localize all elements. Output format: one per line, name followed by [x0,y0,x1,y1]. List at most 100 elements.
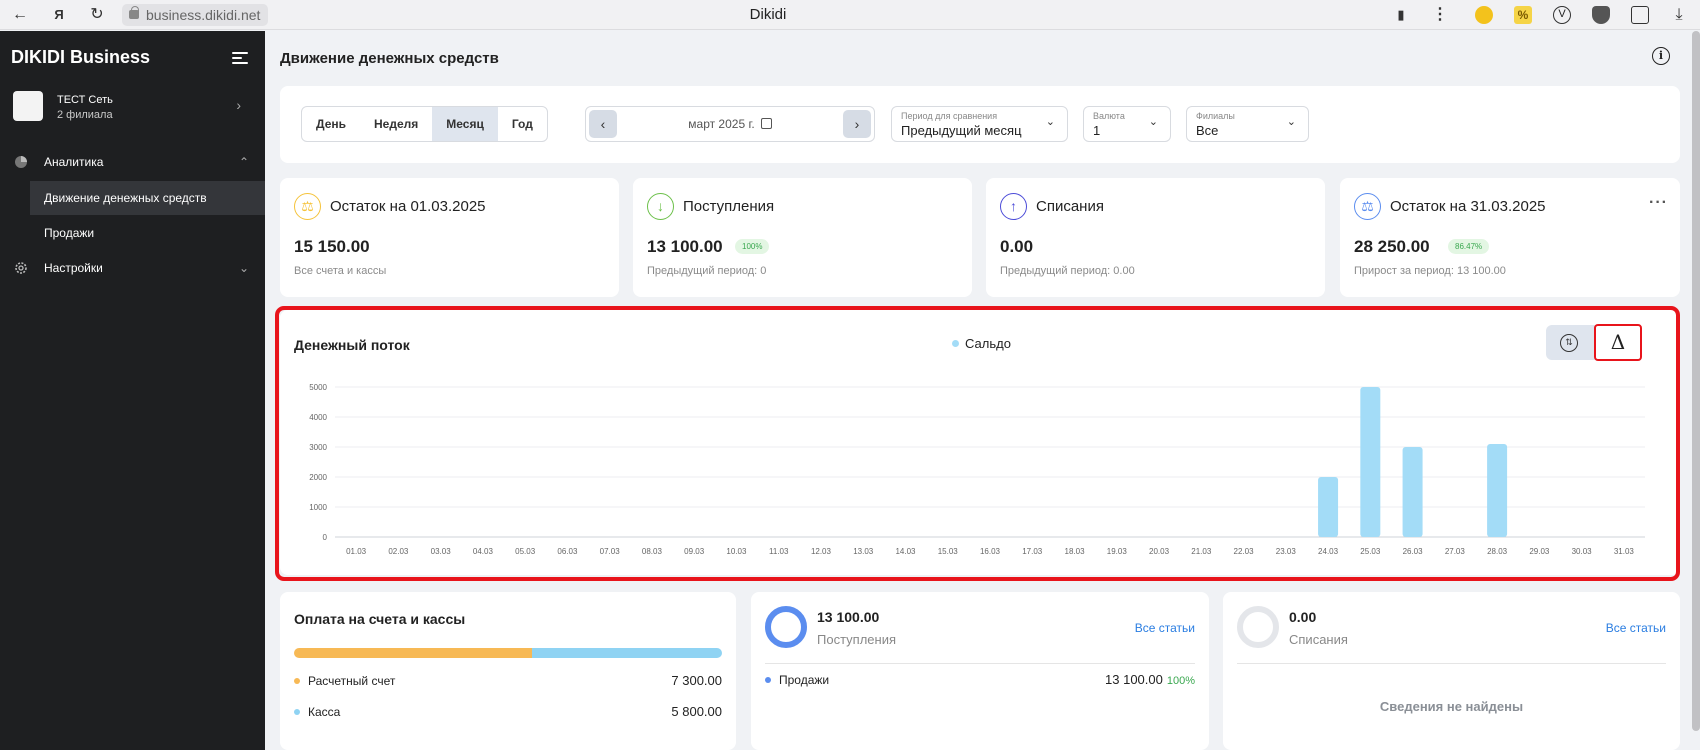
x-tick-label: 21.03 [1191,547,1212,556]
x-tick-label: 23.03 [1276,547,1297,556]
page-title: Движение денежных средств [280,50,499,67]
y-tick-label: 1000 [309,503,327,512]
expense-all-items-link[interactable]: Все статьи [1605,621,1666,635]
x-tick-label: 03.03 [431,547,452,556]
payment-share-segment [532,648,722,658]
kpi-note: Прирост за период: 13 100.00 [1354,265,1506,277]
chart-bar [1360,387,1381,537]
chevron-up-icon: ⌃ [238,155,249,169]
kpi-note: Предыдущий период: 0.00 [1000,265,1135,277]
chart-legend[interactable]: Сальдо [952,336,1011,351]
income-ring-icon [765,606,807,648]
x-tick-label: 05.03 [515,547,536,556]
sidebar-item-sales[interactable]: Продажи [30,216,265,250]
period-day[interactable]: День [316,117,346,131]
branches-select[interactable]: Филиалы Все ⌄ [1186,106,1309,142]
extension-yellow-icon[interactable] [1475,6,1493,24]
period-month[interactable]: Месяц [432,107,498,141]
kpi-value: 0.00 [1000,237,1034,256]
x-tick-label: 11.03 [769,547,789,556]
currency-select[interactable]: Валюта 1 ⌄ [1083,106,1171,142]
income-row-value: 13 100.00 [1105,672,1163,687]
income-row-sales: Продажи 13 100.00 100% [765,672,1195,687]
sales-dot [765,677,771,683]
date-picker: март 2025 г. ‹ › [585,106,875,142]
collapse-menu-icon[interactable] [232,51,250,65]
kpi-card-expense: ↑ Списания 0.00 Предыдущий период: 0.00 [986,178,1325,297]
more-options-icon[interactable]: ··· [1649,194,1668,211]
chart-bar [1487,444,1508,537]
next-period-button[interactable]: › [843,110,871,138]
payment-label: Расчетный счет [308,674,396,688]
info-icon[interactable]: i [1652,47,1670,65]
chart-bar [1402,447,1423,537]
delta-mode-button[interactable]: Δ [1594,324,1642,361]
x-tick-label: 20.03 [1149,547,1170,556]
kpi-card-start-balance: ⚖ Остаток на 01.03.2025 15 150.00 Все сч… [280,178,619,297]
expense-label: Списания [1289,632,1348,647]
address-bar[interactable]: business.dikidi.net [122,4,269,26]
compare-period-select[interactable]: Период для сравнения Предыдущий месяц ⌄ [891,106,1068,142]
x-tick-label: 07.03 [600,547,621,556]
scales-icon: ⚖ [294,193,321,220]
branches-label: Филиалы [1196,111,1235,121]
sidebar-item-analytics[interactable]: Аналитика ⌃ [0,145,265,179]
payments-title: Оплата на счета и кассы [294,611,466,627]
expense-value: 0.00 [1289,609,1317,625]
sidebar-item-label: Движение денежных средств [44,191,207,205]
back-icon[interactable]: ← [12,6,28,23]
payment-amount: 7 300.00 [671,673,722,688]
chevron-down-icon: ⌄ [1286,116,1296,128]
chevron-down-icon: ⌄ [1148,116,1158,128]
reload-icon[interactable]: ↻ [90,6,104,23]
download-icon[interactable]: ⤓ [1675,6,1683,23]
kpi-note: Предыдущий период: 0 [647,265,767,277]
payments-share-bar [294,648,722,658]
currency-label: Валюта [1093,111,1125,121]
income-all-items-link[interactable]: Все статьи [1134,621,1195,635]
cashflow-bar-chart: 0 1000 2000 3000 4000 5000 01.03 02.03 03.03 04.0… [309,383,1645,556]
tab-title: Dikidi [749,6,787,23]
x-tick-label: 10.03 [726,547,747,556]
y-tick-label: 0 [323,533,328,542]
main-content: Движение денежных средств i [265,31,1686,750]
arrow-down-icon: ↓ [647,193,674,220]
y-tick-label: 4000 [309,413,327,422]
menu-dots-icon[interactable]: ⋮ [1432,6,1448,23]
sidebar-item-label: Настройки [44,261,103,275]
period-selector: День Неделя Месяц Год [301,106,548,142]
page-scrollbar[interactable] [1692,31,1700,731]
pie-chart-icon [15,156,27,168]
org-subtitle: 2 филиала [57,109,113,121]
extension-v-icon[interactable]: V [1553,6,1571,24]
date-value[interactable]: март 2025 г. [586,107,874,141]
extension-puzzle-icon[interactable] [1631,6,1649,24]
bookmark-icon[interactable]: ▮ [1397,7,1405,22]
kpi-value: 28 250.00 [1354,237,1430,256]
compare-mode-button[interactable]: ⇅ [1546,325,1592,360]
period-year[interactable]: Год [511,117,533,131]
income-row-pct: 100% [1166,675,1195,687]
divider [765,663,1195,664]
x-tick-label: 29.03 [1529,547,1550,556]
kpi-title: Остаток на 31.03.2025 [1390,198,1546,215]
extension-percent-icon[interactable]: % [1514,6,1532,24]
x-tick-label: 27.03 [1445,547,1466,556]
payment-share-segment [294,648,533,658]
sidebar-item-cashflow[interactable]: Движение денежных средств [30,181,265,215]
x-tick-label: 15.03 [938,547,959,556]
browser-toolbar: ← Я ↻ business.dikidi.net Dikidi ▮ ⋮ % V… [0,0,1700,30]
yandex-icon[interactable]: Я [54,7,64,22]
x-tick-label: 09.03 [684,547,705,556]
chevron-right-icon: › [236,97,241,113]
org-avatar [13,91,43,121]
prev-period-button[interactable]: ‹ [589,110,617,138]
x-tick-label: 14.03 [895,547,916,556]
chevron-down-icon: ⌄ [1045,116,1055,128]
extension-shield-icon[interactable] [1592,6,1610,24]
sidebar-item-settings[interactable]: Настройки ⌄ [0,251,265,285]
income-label: Поступления [817,632,897,647]
kpi-title: Остаток на 01.03.2025 [330,198,486,215]
period-week[interactable]: Неделя [374,117,419,131]
org-switcher[interactable]: ТЕСТ Сеть 2 филиала › [13,91,253,123]
